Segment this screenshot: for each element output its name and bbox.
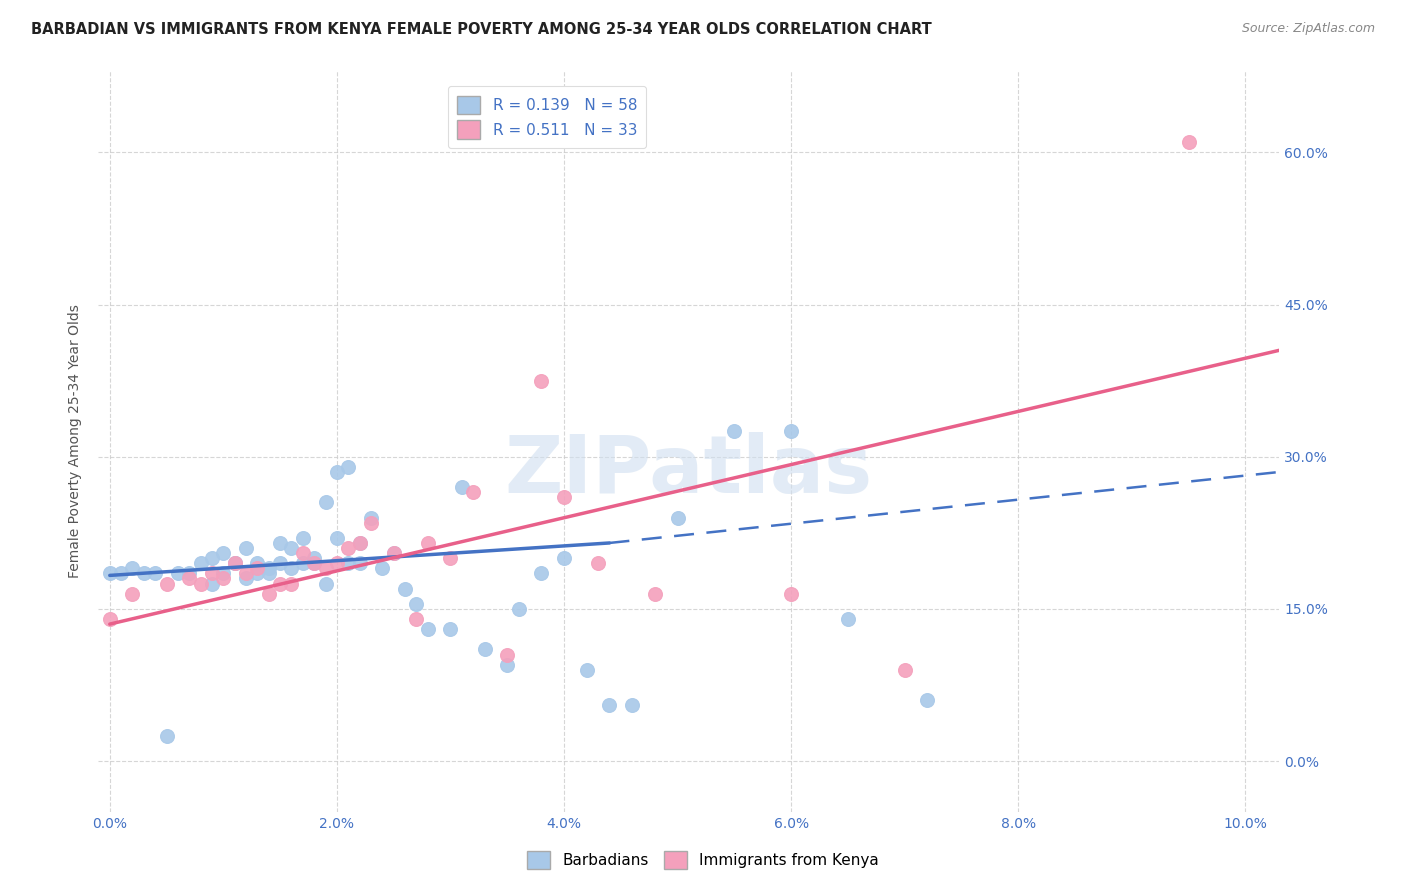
Point (496, 657, 519, 672)
Point (644, 587, 666, 601)
Point (666, 510, 689, 524)
Point (337, 556, 360, 570)
Point (349, 536, 371, 550)
Point (201, 551, 224, 566)
Point (586, 556, 609, 570)
Point (155, 729, 177, 743)
Point (1177, 136, 1199, 150)
Point (463, 485, 485, 500)
Point (190, 556, 212, 570)
Point (235, 566, 257, 581)
Point (530, 566, 553, 581)
Point (167, 566, 190, 581)
Point (269, 536, 291, 550)
Point (349, 556, 371, 570)
Point (302, 556, 325, 570)
Point (257, 587, 280, 601)
Point (246, 566, 269, 581)
Point (553, 551, 575, 566)
Point (132, 566, 155, 581)
Point (780, 425, 803, 439)
Point (98, 566, 121, 581)
Point (190, 576, 212, 591)
Point (302, 551, 325, 566)
Legend: R = 0.139   N = 58, R = 0.511   N = 33: R = 0.139 N = 58, R = 0.511 N = 33 (449, 87, 647, 148)
Point (508, 602, 530, 616)
Point (201, 566, 224, 581)
Point (621, 698, 644, 713)
Point (280, 561, 302, 575)
Point (530, 374, 553, 388)
Point (291, 556, 314, 570)
Point (235, 571, 257, 585)
Point (326, 556, 349, 570)
Point (326, 531, 349, 545)
Point (212, 546, 235, 560)
Point (143, 566, 166, 581)
Point (201, 576, 224, 591)
Point (224, 556, 246, 570)
Point (155, 576, 177, 591)
Point (302, 556, 325, 570)
Point (315, 561, 337, 575)
Point (246, 561, 269, 575)
Point (224, 556, 246, 570)
Point (780, 587, 803, 601)
Point (121, 561, 143, 575)
Point (439, 622, 461, 636)
Point (394, 582, 416, 596)
Point (474, 642, 496, 657)
Point (382, 546, 405, 560)
Text: ZIPatlas: ZIPatlas (505, 432, 873, 510)
Point (280, 541, 302, 555)
Point (360, 516, 382, 530)
Point (212, 566, 235, 581)
Point (291, 546, 314, 560)
Point (496, 648, 519, 662)
Point (269, 556, 291, 570)
Y-axis label: Female Poverty Among 25-34 Year Olds: Female Poverty Among 25-34 Year Olds (69, 304, 83, 579)
Point (121, 587, 143, 601)
Point (326, 465, 349, 479)
Point (553, 491, 575, 505)
Point (598, 698, 620, 713)
Point (837, 612, 859, 626)
Point (98, 612, 121, 626)
Point (257, 561, 280, 575)
Point (337, 541, 360, 555)
Point (280, 576, 302, 591)
Point (269, 576, 291, 591)
Point (917, 693, 939, 707)
Point (179, 571, 201, 585)
Point (416, 536, 439, 550)
Point (246, 556, 269, 570)
Point (315, 576, 337, 591)
Point (315, 495, 337, 509)
Point (450, 480, 472, 494)
Point (224, 556, 246, 570)
Point (179, 566, 201, 581)
Point (337, 459, 360, 474)
Text: BARBADIAN VS IMMIGRANTS FROM KENYA FEMALE POVERTY AMONG 25-34 YEAR OLDS CORRELAT: BARBADIAN VS IMMIGRANTS FROM KENYA FEMAL… (31, 22, 932, 37)
Point (349, 536, 371, 550)
Point (382, 546, 405, 560)
Point (405, 612, 427, 626)
Point (723, 425, 745, 439)
Point (371, 561, 394, 575)
Point (235, 541, 257, 555)
Legend: Barbadians, Immigrants from Kenya: Barbadians, Immigrants from Kenya (522, 845, 884, 875)
Point (212, 571, 235, 585)
Point (291, 531, 314, 545)
Point (110, 566, 132, 581)
Point (360, 510, 382, 524)
Point (416, 622, 439, 636)
Point (257, 566, 280, 581)
Point (893, 663, 915, 677)
Point (439, 551, 461, 566)
Text: Source: ZipAtlas.com: Source: ZipAtlas.com (1241, 22, 1375, 36)
Point (575, 663, 598, 677)
Point (405, 597, 427, 611)
